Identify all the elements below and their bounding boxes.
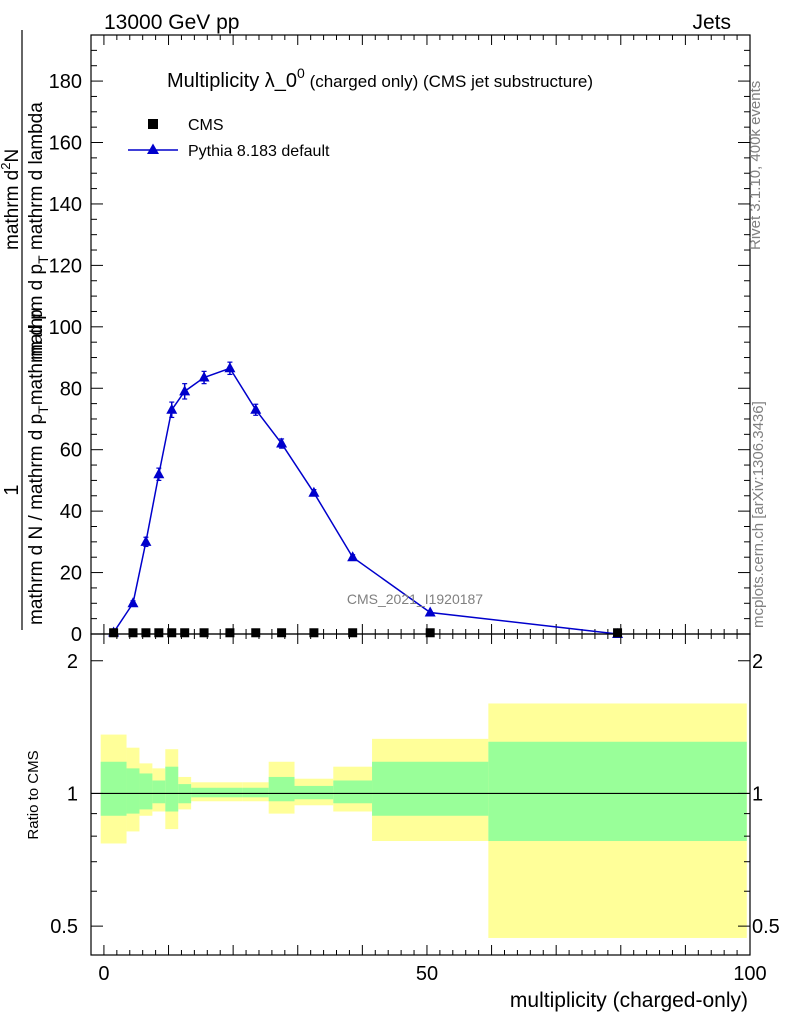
legend: CMS Pythia 8.183 default bbox=[128, 117, 330, 160]
legend-cms-label: CMS bbox=[188, 117, 224, 134]
ratio-band-inner-9 bbox=[268, 776, 295, 802]
y-axis-title-ratio: Ratio to CMS bbox=[25, 750, 42, 839]
ratio-axes: 0 50 100 0.5 0.5 1 1 2 2 bbox=[50, 633, 780, 985]
legend-cms-marker bbox=[148, 119, 158, 129]
point-pythia bbox=[153, 468, 165, 479]
point-pythia bbox=[127, 597, 139, 608]
point-cms bbox=[251, 628, 261, 638]
point-cms bbox=[225, 628, 235, 638]
series-line-pythia bbox=[112, 367, 618, 635]
point-cms bbox=[109, 628, 119, 638]
point-cms bbox=[154, 628, 164, 638]
y-label-numerator-1: 1 bbox=[1, 484, 23, 495]
chart-title: Multiplicity λ_00 (charged only) (CMS je… bbox=[167, 65, 593, 92]
point-cms bbox=[128, 628, 138, 638]
y-tick-label-main: 120 bbox=[49, 255, 82, 277]
ratio-band-inner-13 bbox=[488, 741, 747, 842]
point-pythia bbox=[166, 403, 178, 414]
y-tick-label-ratio-right: 1 bbox=[752, 783, 763, 805]
y-label-den2-part2: mathrm d lambda bbox=[26, 102, 47, 256]
point-cms bbox=[277, 628, 287, 638]
side-label-rivet: Rivet 3.1.10, 400k events bbox=[747, 81, 764, 250]
point-pythia bbox=[276, 437, 288, 448]
main-data-marks bbox=[108, 361, 624, 638]
y-tick-label-main: 60 bbox=[60, 440, 82, 462]
point-pythia bbox=[198, 371, 210, 382]
x-axis-title: multiplicity (charged-only) bbox=[510, 989, 748, 1012]
point-pythia bbox=[424, 606, 436, 617]
ratio-band-inner-3 bbox=[152, 780, 166, 804]
y-label-den2-sub: T bbox=[35, 255, 51, 264]
y-label-num2-part: mathrm d bbox=[2, 170, 23, 250]
ratio-band-inner-4 bbox=[165, 766, 179, 812]
ratio-band-inner-12 bbox=[372, 761, 489, 816]
legend-pythia-label: Pythia 8.183 default bbox=[188, 143, 330, 160]
chart-title-sup: 0 bbox=[297, 65, 305, 81]
watermark: CMS_2021_I1920187 bbox=[347, 591, 483, 607]
y-tick-label-main: 100 bbox=[49, 317, 82, 339]
x-tick-label: 100 bbox=[733, 963, 766, 985]
point-cms bbox=[180, 628, 190, 638]
y-tick-label-main: 0 bbox=[71, 624, 82, 646]
y-label-den1-part2: mathrm d p bbox=[26, 309, 47, 405]
y-label-numerator-2: mathrm d2N bbox=[0, 149, 23, 250]
point-pythia bbox=[308, 486, 320, 497]
point-pythia bbox=[179, 385, 191, 396]
point-cms bbox=[309, 628, 319, 638]
point-pythia bbox=[224, 362, 236, 373]
chart-title-main: Multiplicity λ_0 bbox=[167, 70, 297, 92]
header-right: Jets bbox=[692, 11, 731, 34]
y-label-num2-n: N bbox=[2, 149, 23, 163]
point-pythia bbox=[347, 551, 359, 562]
x-tick-label: 50 bbox=[416, 963, 438, 985]
header-left: 13000 GeV pp bbox=[104, 11, 239, 34]
y-tick-label-main: 20 bbox=[60, 563, 82, 585]
ratio-band-inner-7 bbox=[216, 787, 243, 798]
y-tick-label-ratio-left: 1 bbox=[67, 783, 78, 805]
point-cms bbox=[613, 628, 623, 638]
y-label-den2-part: mathrm d p bbox=[26, 264, 47, 360]
y-label-denominator-2: mathrm d pT mathrm d lambda bbox=[26, 102, 51, 360]
y-tick-label-main: 140 bbox=[49, 194, 82, 216]
side-label-mcplots: mcplots.cern.ch [arXiv:1306.3436] bbox=[750, 401, 767, 628]
y-tick-label-main: 40 bbox=[60, 501, 82, 523]
y-axis-title-main: 1 mathrm d N / mathrm d pTmathrm d p mat… bbox=[0, 30, 51, 630]
y-label-den1-sub: T bbox=[35, 405, 51, 414]
legend-pythia-marker bbox=[147, 143, 159, 154]
y-tick-label-main: 160 bbox=[49, 133, 82, 155]
point-pythia bbox=[250, 403, 262, 414]
y-tick-label-ratio-left: 2 bbox=[67, 651, 78, 673]
ratio-frame bbox=[90, 633, 751, 956]
point-cms bbox=[348, 628, 358, 638]
ratio-band-inner-0 bbox=[100, 761, 127, 816]
ratio-band-inner-11 bbox=[333, 780, 373, 804]
point-cms bbox=[425, 628, 435, 638]
y-label-num2-sup: 2 bbox=[0, 163, 13, 170]
ratio-band-inner-8 bbox=[242, 787, 269, 798]
x-tick-label: 0 bbox=[98, 963, 109, 985]
ratio-bands bbox=[91, 703, 750, 938]
y-label-denominator-1: mathrm d N / mathrm d pTmathrm d p bbox=[26, 309, 51, 625]
ratio-band-inner-1 bbox=[126, 768, 140, 814]
y-tick-label-main: 180 bbox=[49, 71, 82, 93]
ratio-band-inner-6 bbox=[191, 787, 217, 798]
y-tick-label-ratio-left: 0.5 bbox=[50, 916, 78, 938]
ratio-band-inner-2 bbox=[139, 773, 153, 810]
y-tick-label-main: 80 bbox=[60, 378, 82, 400]
point-cms bbox=[141, 628, 151, 638]
point-cms bbox=[167, 628, 177, 638]
ratio-band-inner-10 bbox=[294, 785, 334, 800]
y-label-den1-part: mathrm d N / mathrm d p bbox=[26, 414, 47, 625]
y-tick-label-ratio-right: 2 bbox=[752, 651, 763, 673]
y-tick-label-ratio-right: 0.5 bbox=[752, 916, 780, 938]
point-cms bbox=[199, 628, 209, 638]
point-pythia bbox=[140, 535, 152, 546]
chart-title-suffix: (charged only) (CMS jet substructure) bbox=[305, 72, 593, 91]
